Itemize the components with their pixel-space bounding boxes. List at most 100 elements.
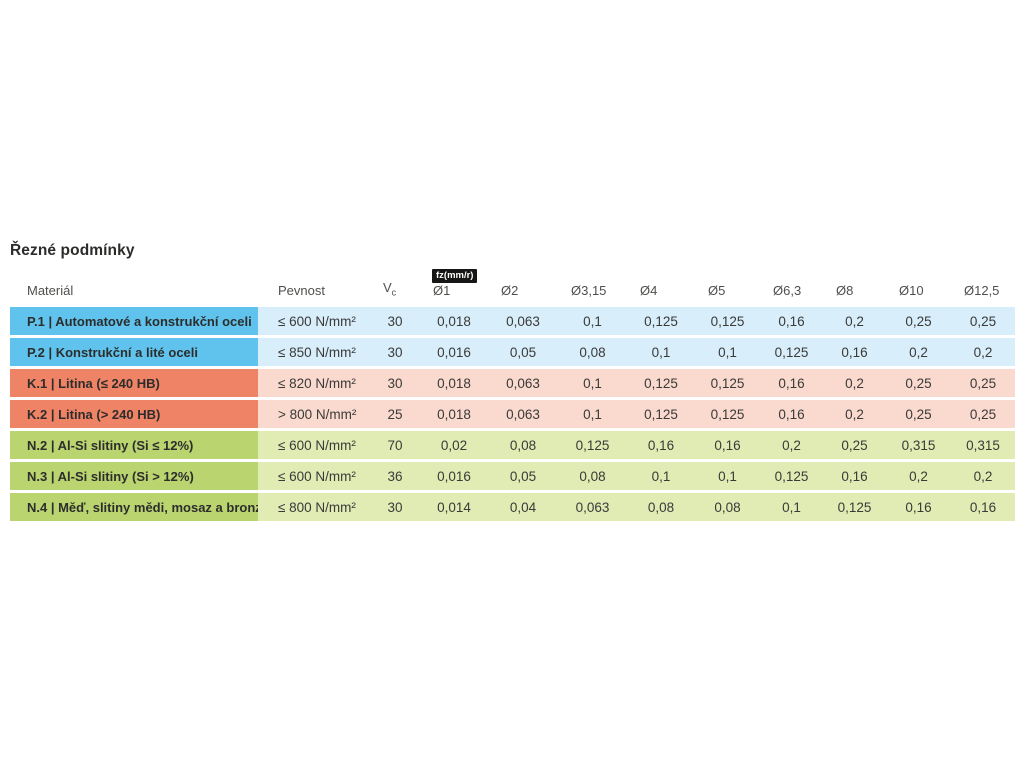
column-header-diameter-5: Ø5 [708, 283, 726, 298]
fz-cell: 0,16 [886, 493, 951, 521]
fz-cell: 0,1 [558, 400, 627, 428]
fz-cell: 0,018 [420, 369, 488, 397]
fz-cell: 0,063 [488, 369, 558, 397]
fz-cell: 0,08 [695, 493, 760, 521]
fz-cell: 0,2 [823, 307, 886, 335]
fz-cell: 0,125 [760, 338, 823, 366]
fz-cell: 0,125 [627, 400, 695, 428]
vc-subscript: c [391, 288, 397, 298]
fz-cell: 0,125 [695, 369, 760, 397]
fz-cell: 0,063 [488, 400, 558, 428]
pevnost-cell: ≤ 800 N/mm² [258, 493, 370, 521]
table-row: N.4 | Měď, slitiny mědi, mosaz a bronz ≤… [10, 493, 1015, 521]
vc-cell: 30 [370, 338, 420, 366]
fz-cell: 0,04 [488, 493, 558, 521]
fz-cell: 0,25 [823, 431, 886, 459]
fz-cell: 0,08 [558, 462, 627, 490]
pevnost-cell: > 800 N/mm² [258, 400, 370, 428]
fz-cell: 0,063 [558, 493, 627, 521]
fz-cell: 0,16 [760, 307, 823, 335]
column-header-diameter-4: Ø4 [640, 283, 658, 298]
vc-cell: 30 [370, 493, 420, 521]
pevnost-cell: ≤ 600 N/mm² [258, 462, 370, 490]
fz-cell: 0,1 [760, 493, 823, 521]
fz-cell: 0,1 [627, 462, 695, 490]
column-header-diameter-8: Ø10 [899, 283, 924, 298]
vc-cell: 70 [370, 431, 420, 459]
vc-cell: 36 [370, 462, 420, 490]
column-header-diameter-6: Ø6,3 [773, 283, 802, 298]
table-body: P.1 | Automatové a konstrukční oceli ≤ 6… [10, 307, 1015, 521]
fz-cell: 0,1 [695, 338, 760, 366]
fz-cell: 0,05 [488, 338, 558, 366]
fz-cell: 0,315 [886, 431, 951, 459]
fz-cell: 0,1 [558, 307, 627, 335]
column-header-diameter-9: Ø12,5 [964, 283, 1000, 298]
fz-cell: 0,125 [695, 400, 760, 428]
fz-cell: 0,16 [760, 400, 823, 428]
fz-cell: 0,2 [951, 338, 1015, 366]
pevnost-cell: ≤ 600 N/mm² [258, 307, 370, 335]
fz-cell: 0,08 [627, 493, 695, 521]
column-header-diameter-2: Ø2 [501, 283, 519, 298]
fz-cell: 0,125 [695, 307, 760, 335]
table-row: N.2 | Al-Si slitiny (Si ≤ 12%) ≤ 600 N/m… [10, 431, 1015, 459]
fz-cell: 0,2 [760, 431, 823, 459]
fz-cell: 0,05 [488, 462, 558, 490]
fz-cell: 0,25 [886, 307, 951, 335]
fz-cell: 0,16 [823, 338, 886, 366]
fz-cell: 0,125 [627, 307, 695, 335]
vc-cell: 25 [370, 400, 420, 428]
fz-cell: 0,125 [558, 431, 627, 459]
fz-cell: 0,25 [886, 369, 951, 397]
material-cell: N.2 | Al-Si slitiny (Si ≤ 12%) [10, 431, 258, 459]
table-row: K.1 | Litina (≤ 240 HB) ≤ 820 N/mm² 30 0… [10, 369, 1015, 397]
fz-cell: 0,1 [695, 462, 760, 490]
vc-cell: 30 [370, 369, 420, 397]
fz-cell: 0,25 [951, 400, 1015, 428]
fz-cell: 0,125 [760, 462, 823, 490]
material-cell: K.1 | Litina (≤ 240 HB) [10, 369, 258, 397]
material-cell: N.4 | Měď, slitiny mědi, mosaz a bronz [10, 493, 262, 521]
table-row: P.2 | Konstrukční a lité oceli ≤ 850 N/m… [10, 338, 1015, 366]
column-header-material: Materiál [27, 283, 74, 298]
fz-unit-badge: fz(mm/r) [432, 269, 478, 283]
fz-cell: 0,2 [823, 369, 886, 397]
column-header-diameter-7: Ø8 [836, 283, 854, 298]
fz-cell: 0,014 [420, 493, 488, 521]
vc-symbol: V [383, 280, 392, 296]
fz-cell: 0,08 [488, 431, 558, 459]
fz-cell: 0,315 [951, 431, 1015, 459]
table-row: N.3 | Al-Si slitiny (Si > 12%) ≤ 600 N/m… [10, 462, 1015, 490]
table-header-row: Materiál Pevnost Vc fz(mm/r) Ø1 Ø2 Ø3,15… [10, 268, 1015, 304]
column-header-pevnost: Pevnost [278, 283, 325, 298]
fz-cell: 0,018 [420, 400, 488, 428]
page-title: Řezné podmínky [10, 242, 135, 259]
fz-cell: 0,16 [695, 431, 760, 459]
fz-cell: 0,16 [627, 431, 695, 459]
pevnost-cell: ≤ 820 N/mm² [258, 369, 370, 397]
fz-cell: 0,16 [823, 462, 886, 490]
fz-cell: 0,125 [823, 493, 886, 521]
pevnost-cell: ≤ 600 N/mm² [258, 431, 370, 459]
fz-cell: 0,018 [420, 307, 488, 335]
fz-cell: 0,016 [420, 338, 488, 366]
fz-cell: 0,08 [558, 338, 627, 366]
fz-cell: 0,16 [760, 369, 823, 397]
table-row: P.1 | Automatové a konstrukční oceli ≤ 6… [10, 307, 1015, 335]
cutting-conditions-table: Materiál Pevnost Vc fz(mm/r) Ø1 Ø2 Ø3,15… [10, 268, 1015, 524]
vc-cell: 30 [370, 307, 420, 335]
fz-cell: 0,25 [886, 400, 951, 428]
column-header-vc: Vc [370, 280, 420, 304]
fz-cell: 0,125 [627, 369, 695, 397]
fz-cell: 0,2 [886, 462, 951, 490]
fz-cell: 0,1 [558, 369, 627, 397]
material-cell: P.1 | Automatové a konstrukční oceli [10, 307, 258, 335]
table-row: K.2 | Litina (> 240 HB) > 800 N/mm² 25 0… [10, 400, 1015, 428]
material-cell: P.2 | Konstrukční a lité oceli [10, 338, 258, 366]
column-header-diameter-3: Ø3,15 [571, 283, 607, 298]
material-cell: N.3 | Al-Si slitiny (Si > 12%) [10, 462, 258, 490]
fz-cell: 0,25 [951, 369, 1015, 397]
fz-cell: 0,1 [627, 338, 695, 366]
fz-cell: 0,16 [951, 493, 1015, 521]
